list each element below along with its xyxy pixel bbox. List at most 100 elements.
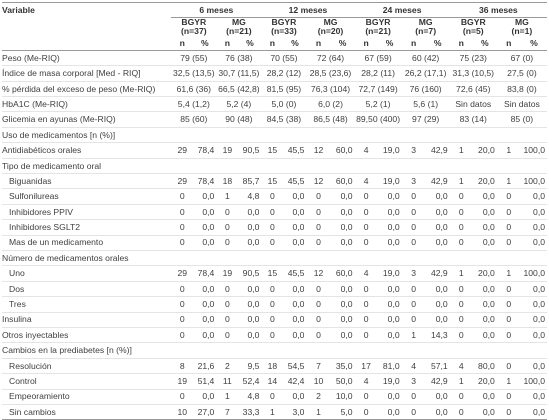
percent-cell: 0,0 <box>330 296 355 313</box>
percent-cell: 0,0 <box>283 327 307 344</box>
percent-cell: 0,0 <box>520 327 547 344</box>
percent-cell: 4,8 <box>238 389 262 405</box>
percent-cell: 78,4 <box>193 265 217 282</box>
row-label: Tipo de medicamento oral <box>2 158 172 175</box>
percent-cell: 0,0 <box>520 312 547 328</box>
empty-cell <box>449 158 473 175</box>
count-cell: 0 <box>449 219 473 236</box>
empty-cell <box>377 127 402 144</box>
count-cell: 0 <box>449 204 473 221</box>
percent-cell: 78,4 <box>193 142 217 159</box>
percent-cell: 0,0 <box>377 404 402 420</box>
percent-cell: 81,0 <box>377 358 402 375</box>
percent-cell: 19,0 <box>377 142 402 159</box>
percent-cell: 0,0 <box>377 389 402 405</box>
count-cell: 0 <box>401 235 426 251</box>
count-cell: 1 <box>306 404 331 420</box>
table-row: Empeoramiento 0 0,0 1 4,8 0 0,0 2 10,0 0 0,0 0 0,0 0 0… <box>2 389 547 405</box>
count-cell: 3 <box>401 173 426 190</box>
empty-cell <box>449 342 473 359</box>
summary-cell: 5,2 (4) <box>216 96 262 113</box>
period-header: 36 meses <box>449 2 547 18</box>
summary-cell: 76 (160) <box>401 81 450 98</box>
count-cell: 0 <box>261 204 284 221</box>
n-header: n <box>171 36 194 51</box>
empty-cell <box>496 250 521 267</box>
count-cell: 18 <box>216 173 239 190</box>
percent-cell: 0,0 <box>193 188 217 205</box>
percent-header: % <box>377 36 402 51</box>
percent-cell: 0,0 <box>193 219 217 236</box>
group-header: MG (n=21) <box>216 17 261 37</box>
count-cell: 0 <box>449 188 473 205</box>
count-cell: 1 <box>216 389 239 405</box>
table-row: Sin cambios 10 27,0 7 33,3 1 3,0 1 5,0 0 0,0 0 0,0 0 0… <box>2 404 547 420</box>
empty-cell <box>238 127 262 144</box>
percent-cell: 0,0 <box>472 389 497 405</box>
empty-cell <box>330 127 355 144</box>
percent-cell: 0,0 <box>283 389 307 405</box>
row-label: Control <box>2 373 172 390</box>
empty-cell <box>520 342 547 359</box>
percent-cell: 80,0 <box>472 358 497 375</box>
group-header: BGYR (n=21) <box>355 17 402 37</box>
group-name: MG <box>514 17 529 27</box>
table-row: Inhibidores SGLT2 0 0,0 0 0,0 0 0,0 0 0,0 0 0,0 0 0,… <box>2 219 547 236</box>
table-row: HbA1C (Me-RIQ) 5,4 (1,2) 5,2 (4) 5,0 (0) 6,0… <box>2 96 547 113</box>
table-row: Índice de masa corporal [Med - RIQ] 32,5 … <box>2 65 547 82</box>
percent-cell: 20,0 <box>472 373 497 390</box>
summary-cell: 5,2 (1) <box>354 96 402 113</box>
percent-cell: 0,0 <box>425 281 450 298</box>
group-name: MG <box>231 17 246 27</box>
percent-cell: 0,0 <box>193 327 217 344</box>
percent-cell: 0,0 <box>520 358 547 375</box>
count-cell: 0 <box>354 235 378 251</box>
count-cell: 3 <box>401 142 426 159</box>
count-cell: 0 <box>354 312 378 328</box>
percent-cell: 0,0 <box>425 404 450 420</box>
count-cell: 3 <box>401 373 426 390</box>
summary-cell: 85 (60) <box>171 111 217 128</box>
percent-cell: 0,0 <box>283 312 307 328</box>
percent-header: % <box>193 36 217 51</box>
table-row: Insulina 0 0,0 0 0,0 0 0,0 0 0,0 0 0,0 0 0,0 0 0,0 0 0,0 <box>2 312 547 328</box>
percent-cell: 52,4 <box>238 373 262 390</box>
count-cell: 0 <box>401 312 426 328</box>
percent-cell: 20,0 <box>472 173 497 190</box>
table-row: Control 19 51,4 11 52,4 14 42,4 10 50,0 4 19,0 3 42,… <box>2 373 547 390</box>
summary-cell: 84,5 (38) <box>261 111 307 128</box>
count-cell: 1 <box>496 265 521 282</box>
count-cell: 0 <box>306 281 331 298</box>
percent-cell: 0,0 <box>238 235 262 251</box>
summary-cell: 28,2 (11) <box>354 65 402 82</box>
percent-cell: 0,0 <box>238 296 262 313</box>
summary-cell: Sin datos <box>496 96 547 113</box>
percent-cell: 0,0 <box>238 312 262 328</box>
empty-cell <box>401 158 426 175</box>
summary-cell: Sin datos <box>449 96 497 113</box>
percent-cell: 0,0 <box>472 312 497 328</box>
table-row: Tres 0 0,0 0 0,0 0 0,0 0 0,0 0 0,0 0 0,0 0 0,0 0 0,0 <box>2 296 547 313</box>
summary-cell: 72,7 (149) <box>354 81 402 98</box>
percent-cell: 33,3 <box>238 404 262 420</box>
percent-cell: 0,0 <box>238 327 262 344</box>
empty-cell <box>216 250 239 267</box>
count-cell: 15 <box>261 142 284 159</box>
count-cell: 19 <box>216 265 239 282</box>
percent-cell: 90,5 <box>238 142 262 159</box>
row-label: Cambios en la prediabetes [n (%)] <box>2 342 172 359</box>
empty-cell <box>261 250 284 267</box>
n-header: n <box>354 36 378 51</box>
count-cell: 0 <box>496 312 521 328</box>
count-cell: 0 <box>354 327 378 344</box>
empty-cell <box>283 158 307 175</box>
empty-cell <box>425 250 450 267</box>
row-label: Uno <box>2 265 172 282</box>
count-cell: 1 <box>496 373 521 390</box>
percent-cell: 0,0 <box>425 296 450 313</box>
percent-cell: 0,0 <box>283 219 307 236</box>
empty-cell <box>306 127 331 144</box>
count-cell: 0 <box>401 296 426 313</box>
percent-cell: 0,0 <box>238 281 262 298</box>
